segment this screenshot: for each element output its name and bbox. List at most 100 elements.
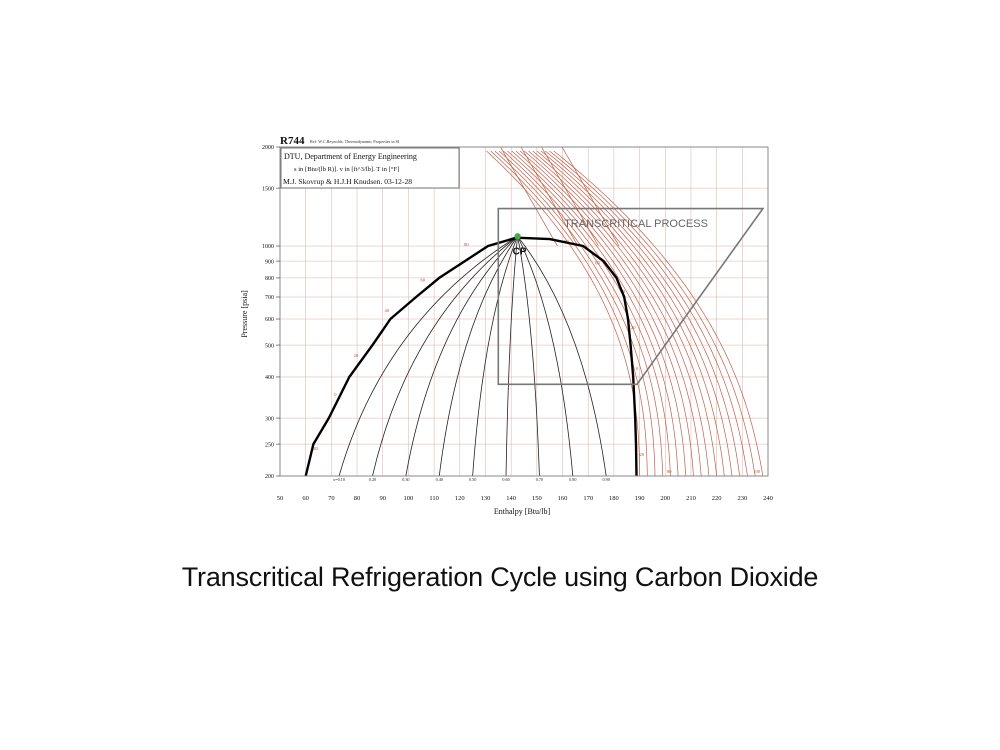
isotherm-curve bbox=[561, 146, 620, 247]
quality-line bbox=[517, 236, 607, 477]
x-tick-label: 150 bbox=[532, 495, 542, 502]
quality-label: 0.30 bbox=[402, 477, 409, 482]
y-tick-label: 400 bbox=[265, 375, 274, 381]
quality-line bbox=[405, 236, 518, 477]
isotherm-curve bbox=[553, 150, 764, 477]
y-tick-label: 600 bbox=[265, 317, 274, 323]
isotherm-curve bbox=[507, 150, 679, 477]
quality-label: x=0.10 bbox=[333, 477, 345, 482]
x-tick-label: 240 bbox=[763, 495, 773, 502]
x-tick-label: 80 bbox=[354, 495, 361, 502]
isotherm-curve bbox=[532, 150, 725, 477]
y-tick-label: 700 bbox=[265, 295, 274, 301]
x-tick-label: 60 bbox=[302, 495, 309, 502]
isotherm-curve bbox=[515, 150, 694, 477]
x-tick-label: 70 bbox=[328, 495, 335, 502]
y-tick-label: 500 bbox=[265, 343, 274, 349]
y-tick-label: 800 bbox=[265, 276, 274, 282]
x-tick-label: 200 bbox=[660, 495, 670, 502]
chart-title: R744 bbox=[280, 135, 305, 147]
saturation-dome-layer: CP bbox=[304, 233, 638, 477]
quality-line bbox=[338, 236, 518, 477]
temperature-label: 60 bbox=[420, 278, 425, 283]
quality-label: 0.80 bbox=[569, 477, 576, 482]
x-tick-label: 130 bbox=[481, 495, 491, 502]
isotherm-curve bbox=[519, 150, 702, 477]
temperature-label: 20 bbox=[354, 353, 359, 358]
quality-line bbox=[517, 236, 540, 477]
y-tick-label: 300 bbox=[265, 416, 274, 422]
x-tick-label: 180 bbox=[609, 495, 619, 502]
quality-line-layer: x=0.10 0.20 0.30 0.40 0.50 0.60 0.70 0.80 0.90 -2… bbox=[312, 236, 761, 482]
y-tick-label: 250 bbox=[265, 442, 274, 448]
isotherm-curve bbox=[545, 150, 748, 477]
tick-label-layer: 50 60 70 80 90 100 110 120 130 140 150 160 170 180 190… bbox=[262, 145, 773, 502]
isotherm-curve bbox=[511, 150, 687, 477]
temperature-label: 80 bbox=[667, 469, 672, 474]
y-tick-label: 1000 bbox=[262, 244, 274, 250]
isotherm-layer bbox=[486, 146, 764, 477]
isotherm-curve bbox=[520, 146, 579, 247]
y-tick-label: 200 bbox=[265, 474, 274, 480]
annotation-layer: TRANSCRITICAL PROCESS bbox=[497, 207, 765, 386]
x-tick-label: 230 bbox=[737, 495, 747, 502]
x-tick-label: 50 bbox=[277, 495, 284, 502]
isotherm-curve bbox=[500, 146, 558, 247]
x-tick-label: 170 bbox=[583, 495, 593, 502]
chart-subtitle: Ref: W.C.Reynolds: Thermodynamic Propert… bbox=[310, 139, 400, 144]
temperature-label: -20 bbox=[312, 446, 319, 451]
quality-line bbox=[438, 236, 518, 477]
x-tick-label: 140 bbox=[506, 495, 516, 502]
temperature-label: 40 bbox=[621, 289, 626, 294]
info-box bbox=[280, 147, 460, 189]
isotherm-curve bbox=[524, 150, 710, 477]
quality-line bbox=[517, 236, 574, 477]
critical-point-label: CP bbox=[513, 246, 527, 257]
isotherm-curve bbox=[486, 150, 640, 476]
transcritical-process-label: TRANSCRITICAL PROCESS bbox=[564, 218, 708, 230]
temperature-label: 60 bbox=[595, 260, 600, 265]
info-line-3: M.J. Skovrup & H.J.H Knudsen. 03-12-28 bbox=[283, 177, 412, 186]
x-tick-label: 100 bbox=[404, 495, 414, 502]
info-line-2: s in [Btu/(lb R)]. v in [ft^3/lb]. T in … bbox=[294, 166, 399, 173]
isotherm-curve bbox=[540, 150, 741, 477]
plot-frame bbox=[279, 146, 769, 477]
isotherm-curve bbox=[490, 150, 648, 477]
isotherm-curve bbox=[494, 150, 656, 477]
quality-label: 0.40 bbox=[436, 477, 443, 482]
x-tick-label: 110 bbox=[429, 495, 439, 502]
temperature-label: 80 bbox=[464, 242, 469, 247]
x-tick-label: 210 bbox=[686, 495, 696, 502]
isotherm-curve bbox=[528, 150, 717, 477]
temperature-label: 0 bbox=[334, 392, 337, 397]
saturation-dome-curve bbox=[304, 236, 638, 477]
x-tick-label: 120 bbox=[455, 495, 465, 502]
y-tick-label: 1500 bbox=[262, 186, 274, 192]
y-tick-label: 2000 bbox=[262, 145, 274, 151]
x-tick-label: 220 bbox=[712, 495, 722, 502]
isotherm-curve bbox=[549, 150, 756, 477]
isotherm-curve bbox=[503, 150, 671, 477]
quality-line bbox=[472, 236, 518, 477]
x-tick-label: 90 bbox=[379, 495, 386, 502]
quality-line bbox=[372, 236, 518, 477]
temperature-label: 40 bbox=[384, 308, 389, 313]
x-tick-label: 190 bbox=[635, 495, 645, 502]
temperature-label: 0 bbox=[636, 366, 639, 371]
isotherm-curve bbox=[541, 146, 599, 247]
quality-label: 0.20 bbox=[369, 477, 376, 482]
temperature-label: -20 bbox=[638, 452, 645, 457]
x-axis-label: Enthalpy [Btu/lb] bbox=[494, 507, 551, 516]
temperature-label: 100 bbox=[753, 469, 761, 474]
y-axis-label: Pressure [psia] bbox=[240, 290, 249, 338]
quality-label: 0.50 bbox=[469, 477, 476, 482]
quality-label: 0.90 bbox=[603, 477, 610, 482]
slide-caption: Transcritical Refrigeration Cycle using … bbox=[181, 562, 819, 592]
temperature-label: 20 bbox=[631, 325, 636, 330]
x-tick-label: 160 bbox=[558, 495, 568, 502]
quality-label: 0.60 bbox=[502, 477, 509, 482]
critical-point-marker bbox=[514, 233, 521, 240]
y-tick-label: 900 bbox=[265, 259, 274, 265]
quality-line bbox=[505, 236, 518, 477]
